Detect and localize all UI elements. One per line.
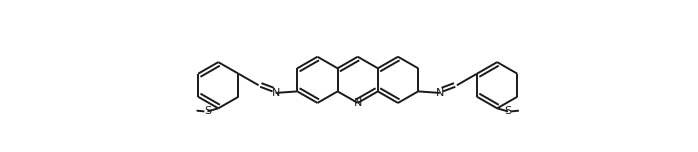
- Text: N: N: [436, 88, 444, 98]
- Text: S: S: [204, 106, 211, 116]
- Text: N: N: [354, 98, 362, 108]
- Text: N: N: [272, 88, 280, 98]
- Text: S: S: [505, 106, 512, 116]
